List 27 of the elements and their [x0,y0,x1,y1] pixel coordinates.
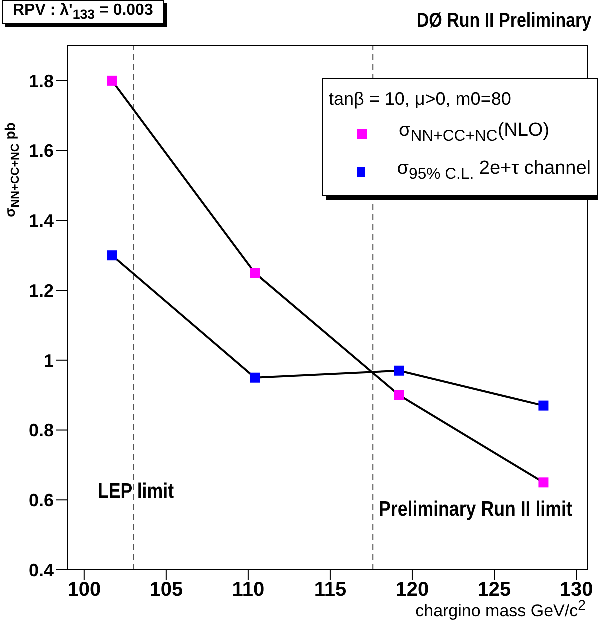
point [394,366,404,376]
x-tick-label: 115 [314,579,347,602]
y-tick-label: 1.6 [28,141,54,162]
y-tick-label: 1 [44,350,54,371]
legend-title: tanβ = 10, μ>0, m0=80 [329,88,512,111]
y-tick-label: 1.4 [28,211,54,232]
y-tick-label: 1.8 [28,71,54,92]
point [107,76,118,86]
point [538,400,549,411]
legend-label: σ$_{NN+CC+NC}$(NLO) [399,119,550,147]
ref-line-label: LEP limit [98,480,175,504]
y-tick-label: 0.6 [28,490,54,511]
x-tick-label: 100 [68,579,102,602]
point [250,372,260,383]
point [107,250,118,261]
ref-line-label: Preliminary Run II limit [379,498,574,522]
point [538,478,549,488]
x-tick-label: 105 [150,579,184,602]
text: RPV : λ'$_{133}$ = 0.003 [2,0,164,24]
y-tick-label: 0.4 [28,560,54,580]
legend-label: σ$_{95% C.L.}$ 2e+τ channel [397,156,591,185]
point [250,268,260,278]
x-tick-label: 110 [232,579,265,602]
y-tick-label: 0.8 [28,420,54,441]
chart-title: DØ Run II Preliminary [417,10,592,33]
point [394,390,404,400]
y-tick-label: 1.2 [28,280,54,301]
